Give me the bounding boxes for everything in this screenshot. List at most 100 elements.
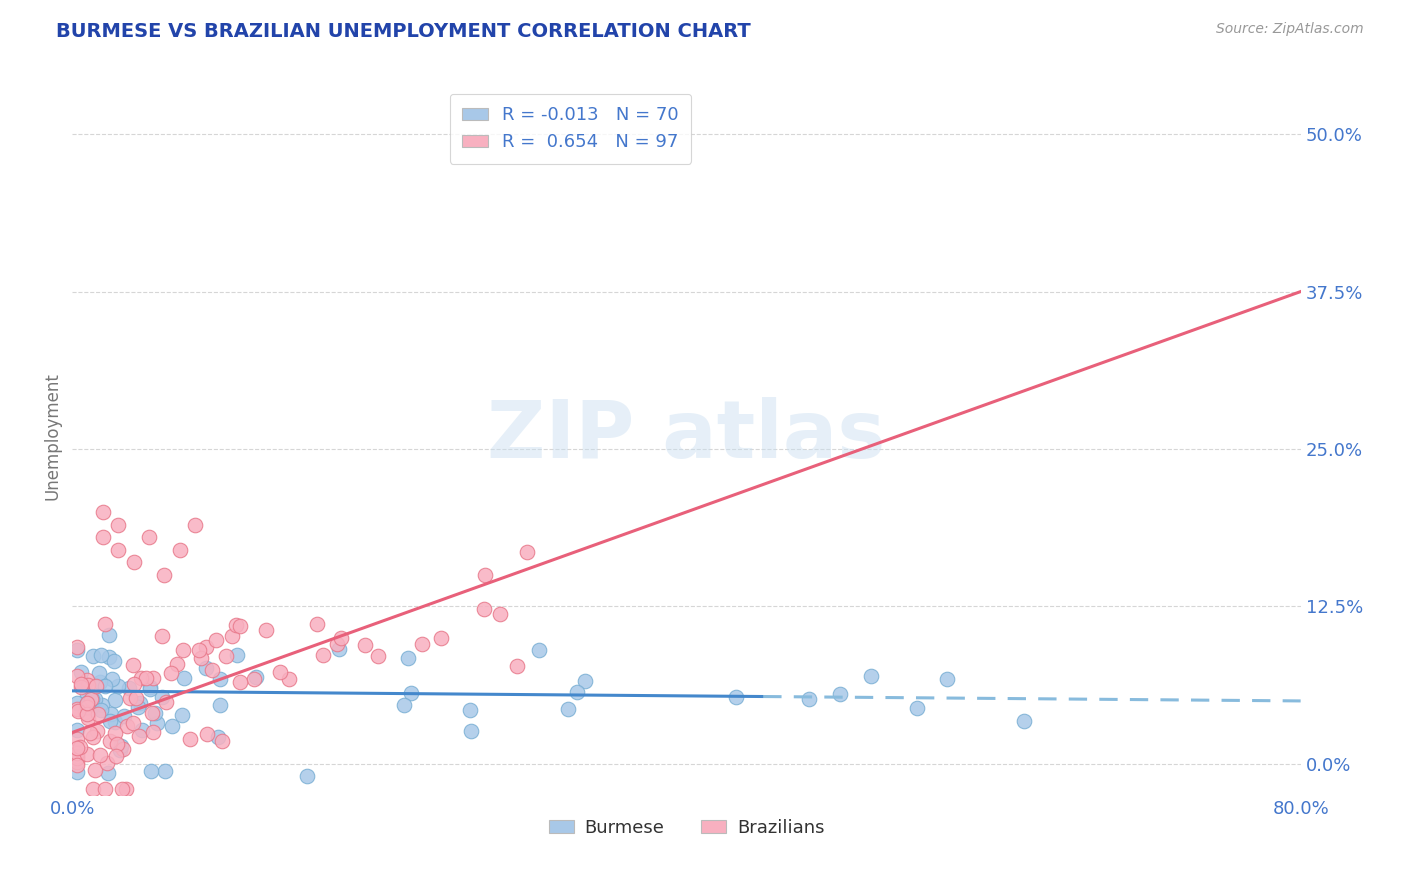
Point <box>122 716 145 731</box>
Point <box>66 755 89 769</box>
Point <box>141 706 163 720</box>
Point <box>201 664 224 678</box>
Point <box>170 708 193 723</box>
Point <box>98 650 121 665</box>
Point <box>82 730 104 744</box>
Point <box>90 648 112 662</box>
Point <box>93 617 115 632</box>
Point <box>66 643 89 657</box>
Point <box>90 698 112 713</box>
Point <box>66 749 89 764</box>
Point <box>724 690 747 704</box>
Point <box>98 714 121 728</box>
Point <box>80 691 103 706</box>
Text: Source: ZipAtlas.com: Source: ZipAtlas.com <box>1216 22 1364 37</box>
Point <box>114 708 136 723</box>
Point <box>104 726 127 740</box>
Point <box>70 680 93 694</box>
Point <box>194 661 217 675</box>
Point <box>76 747 98 761</box>
Point <box>146 715 169 730</box>
Point <box>91 505 114 519</box>
Point <box>242 672 264 686</box>
Point <box>76 706 98 721</box>
Point <box>141 725 163 739</box>
Point <box>205 633 228 648</box>
Point <box>66 669 89 683</box>
Point <box>80 700 103 714</box>
Point <box>107 737 129 751</box>
Point <box>367 648 389 663</box>
Point <box>228 675 250 690</box>
Point <box>114 782 136 797</box>
Point <box>90 703 112 717</box>
Point <box>396 650 419 665</box>
Point <box>565 685 588 699</box>
Point <box>329 631 352 645</box>
Point <box>66 751 89 765</box>
Point <box>557 702 579 716</box>
Point <box>125 691 148 706</box>
Point <box>76 673 98 688</box>
Point <box>184 517 207 532</box>
Point <box>208 698 231 712</box>
Text: ZIP atlas: ZIP atlas <box>488 398 886 475</box>
Point <box>269 665 291 680</box>
Point <box>354 639 377 653</box>
Point <box>295 769 318 783</box>
Point <box>472 602 495 616</box>
Point <box>936 673 959 687</box>
Point <box>66 696 89 710</box>
Point <box>245 670 267 684</box>
Point <box>100 706 122 721</box>
Point <box>77 696 100 710</box>
Point <box>527 642 550 657</box>
Point <box>458 703 481 717</box>
Point <box>211 734 233 748</box>
Point <box>110 739 132 754</box>
Point <box>66 702 89 716</box>
Point <box>86 724 108 739</box>
Point <box>326 637 349 651</box>
Point <box>66 757 89 772</box>
Point <box>143 706 166 720</box>
Point <box>195 726 218 740</box>
Legend: Burmese, Brazilians: Burmese, Brazilians <box>541 812 831 844</box>
Point <box>488 607 510 622</box>
Point <box>104 714 127 729</box>
Point <box>139 681 162 696</box>
Point <box>155 695 177 709</box>
Point <box>506 659 529 673</box>
Point <box>89 675 111 690</box>
Point <box>129 671 152 685</box>
Point <box>117 681 139 695</box>
Point <box>139 680 162 694</box>
Point <box>77 677 100 691</box>
Point <box>799 692 821 706</box>
Point <box>129 696 152 710</box>
Point <box>107 679 129 693</box>
Point <box>79 726 101 740</box>
Point <box>100 734 122 748</box>
Point <box>138 530 160 544</box>
Point <box>107 517 129 532</box>
Point <box>97 765 120 780</box>
Point <box>195 640 218 654</box>
Point <box>312 648 335 663</box>
Point <box>127 699 149 714</box>
Point <box>159 666 181 681</box>
Point <box>70 665 93 680</box>
Point <box>207 730 229 744</box>
Point <box>828 687 851 701</box>
Point <box>75 698 97 713</box>
Point <box>84 764 107 778</box>
Point <box>128 730 150 744</box>
Point <box>859 668 882 682</box>
Point <box>905 701 928 715</box>
Point <box>77 711 100 725</box>
Point <box>124 677 146 691</box>
Point <box>172 643 194 657</box>
Point <box>69 740 91 755</box>
Point <box>94 782 117 797</box>
Point <box>131 723 153 738</box>
